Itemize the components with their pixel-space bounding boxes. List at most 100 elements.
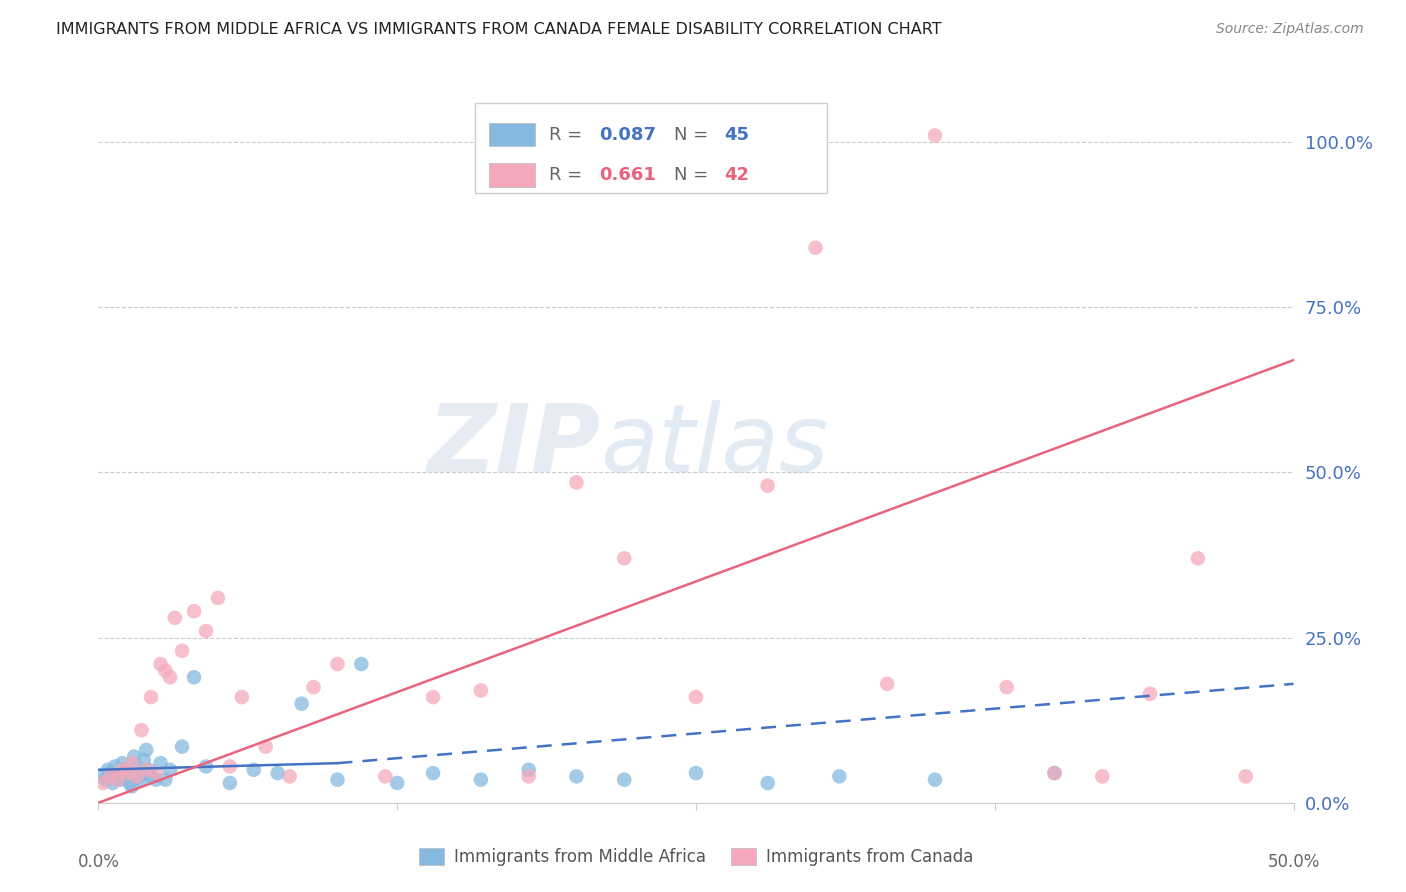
Y-axis label: Female Disability: Female Disability — [0, 380, 7, 512]
Point — [132, 753, 155, 767]
Point — [422, 766, 444, 780]
Point — [98, 769, 122, 783]
Point — [1139, 687, 1161, 701]
Point — [995, 680, 1018, 694]
Point — [138, 763, 160, 777]
Point — [613, 772, 636, 787]
FancyBboxPatch shape — [489, 163, 534, 186]
Point — [756, 776, 779, 790]
Point — [470, 772, 492, 787]
Text: ZIP: ZIP — [427, 400, 600, 492]
Text: N =: N = — [675, 166, 714, 184]
Point — [97, 763, 120, 777]
Point — [131, 723, 153, 738]
Point — [159, 670, 181, 684]
Text: 42: 42 — [724, 166, 749, 184]
Point — [924, 128, 946, 143]
Point — [924, 772, 946, 787]
Point — [326, 772, 349, 787]
Point — [118, 776, 141, 790]
Point — [517, 763, 540, 777]
Point — [302, 680, 325, 694]
Point — [111, 756, 134, 771]
Point — [685, 690, 707, 704]
Point — [219, 759, 242, 773]
Point — [101, 776, 124, 790]
Point — [107, 769, 129, 783]
Point — [254, 739, 277, 754]
Text: N =: N = — [675, 126, 714, 144]
Point — [470, 683, 492, 698]
Point — [149, 756, 172, 771]
Point — [231, 690, 253, 704]
Point — [1043, 766, 1066, 780]
Point — [115, 766, 138, 780]
Legend: Immigrants from Middle Africa, Immigrants from Canada: Immigrants from Middle Africa, Immigrant… — [412, 841, 980, 873]
Point — [350, 657, 373, 671]
Point — [374, 769, 396, 783]
Point — [125, 769, 148, 783]
Point — [163, 611, 186, 625]
FancyBboxPatch shape — [475, 103, 827, 193]
Point — [195, 624, 218, 638]
Text: 0.087: 0.087 — [599, 126, 657, 144]
Point — [98, 766, 122, 780]
Point — [135, 763, 157, 777]
Point — [172, 644, 194, 658]
Point — [385, 776, 409, 790]
Point — [183, 604, 205, 618]
Point — [145, 766, 167, 780]
Text: IMMIGRANTS FROM MIDDLE AFRICA VS IMMIGRANTS FROM CANADA FEMALE DISABILITY CORREL: IMMIGRANTS FROM MIDDLE AFRICA VS IMMIGRA… — [56, 22, 942, 37]
Point — [159, 763, 181, 777]
Text: 45: 45 — [724, 126, 749, 144]
Text: 0.0%: 0.0% — [77, 853, 120, 871]
Point — [422, 690, 444, 704]
Point — [115, 766, 138, 780]
Point — [91, 769, 114, 783]
Point — [565, 769, 588, 783]
Point — [149, 657, 172, 671]
Point — [121, 756, 143, 771]
Text: atlas: atlas — [600, 401, 828, 491]
Point — [172, 739, 194, 754]
Point — [121, 779, 143, 793]
Point — [114, 763, 136, 777]
Point — [131, 772, 153, 787]
Point — [155, 664, 177, 678]
Point — [1091, 769, 1114, 783]
Point — [207, 591, 229, 605]
Point — [685, 766, 707, 780]
Point — [267, 766, 290, 780]
Text: 0.661: 0.661 — [599, 166, 657, 184]
Point — [107, 772, 129, 787]
Text: R =: R = — [548, 126, 588, 144]
Point — [1234, 769, 1257, 783]
Point — [243, 763, 266, 777]
Point — [876, 677, 898, 691]
Point — [94, 772, 117, 787]
Point — [756, 478, 779, 492]
Point — [155, 772, 177, 787]
Point — [517, 769, 540, 783]
Point — [565, 475, 588, 490]
FancyBboxPatch shape — [489, 123, 534, 146]
Point — [135, 743, 157, 757]
Point — [804, 241, 827, 255]
Point — [124, 749, 146, 764]
Point — [145, 772, 167, 787]
Point — [91, 776, 114, 790]
Point — [613, 551, 636, 566]
Point — [183, 670, 205, 684]
Point — [111, 763, 134, 777]
Point — [1187, 551, 1209, 566]
Point — [195, 759, 218, 773]
Text: Source: ZipAtlas.com: Source: ZipAtlas.com — [1216, 22, 1364, 37]
Text: R =: R = — [548, 166, 588, 184]
Point — [104, 759, 127, 773]
Point — [139, 690, 162, 704]
Point — [139, 769, 162, 783]
Point — [128, 769, 150, 783]
Point — [1043, 766, 1066, 780]
Point — [125, 759, 148, 773]
Point — [219, 776, 242, 790]
